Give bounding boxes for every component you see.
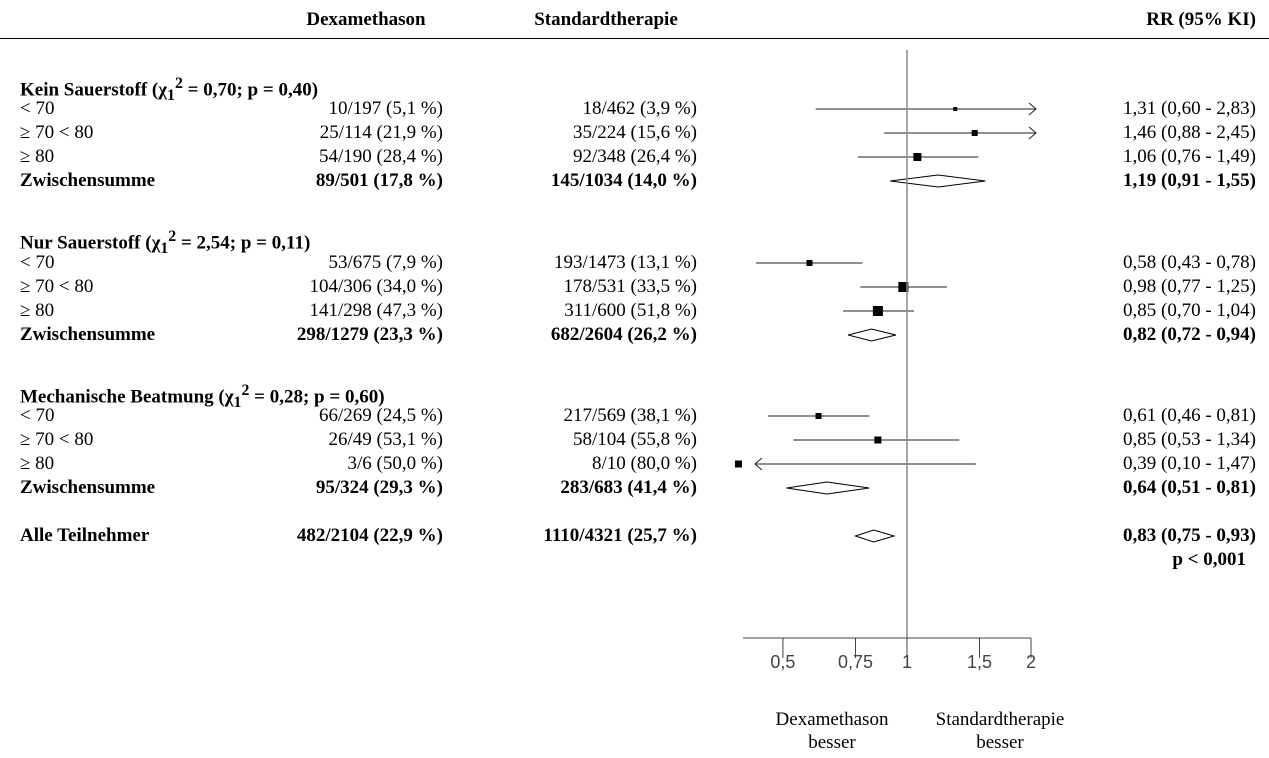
overall-diamond bbox=[853, 529, 896, 543]
group-1-subtotal-label: Zwischensumme bbox=[20, 324, 156, 345]
x-axis-tick-label-0: 0,5 bbox=[770, 652, 795, 672]
group-1-row-0-std: 193/1473 (13,1 %) bbox=[553, 252, 697, 273]
group-0-row-0-arrow-right bbox=[1028, 102, 1037, 116]
x-axis-tick-label-1: 0,75 bbox=[838, 652, 873, 672]
group-2-row-1-point bbox=[874, 436, 882, 444]
overall-rr: 0,83 (0,75 - 0,93) bbox=[1123, 525, 1256, 546]
group-1-row-2-dexa: 141/298 (47,3 %) bbox=[309, 300, 443, 321]
overall-dexa: 482/2104 (22,9 %) bbox=[296, 525, 443, 546]
group-2-row-2-dexa: 3/6 (50,0 %) bbox=[347, 453, 443, 474]
group-1-row-2-std: 311/600 (51,8 %) bbox=[564, 300, 697, 321]
group-2-row-2-arrow-left bbox=[754, 457, 763, 471]
group-1-subtotal-diamond bbox=[848, 328, 897, 342]
group-2-title: Mechanische Beatmung (χ12 = 0,28; p = 0,… bbox=[20, 382, 385, 412]
group-2-subtotal-dexa: 95/324 (29,3 %) bbox=[315, 477, 443, 498]
group-0-row-2-point bbox=[913, 153, 922, 161]
header-rr: RR (95% KI) bbox=[1146, 9, 1256, 30]
group-0-row-1-dexa: 25/114 (21,9 %) bbox=[319, 122, 443, 143]
group-1-row-1-dexa: 104/306 (34,0 %) bbox=[309, 276, 443, 297]
group-1-row-2-label: ≥ 80 bbox=[20, 300, 55, 321]
group-0-row-1-rr: 1,46 (0,88 - 2,45) bbox=[1123, 122, 1256, 143]
group-2-row-0-point bbox=[815, 413, 822, 419]
group-1-row-2-rr: 0,85 (0,70 - 1,04) bbox=[1123, 300, 1256, 321]
group-1-row-1-point bbox=[898, 282, 909, 292]
header-rule bbox=[0, 38, 1269, 39]
group-0-title: Kein Sauerstoff (χ12 = 0,70; p = 0,40) bbox=[20, 75, 319, 105]
group-0-row-1-label: ≥ 70 < 80 bbox=[20, 122, 94, 143]
group-1-row-1-label: ≥ 70 < 80 bbox=[20, 276, 94, 297]
group-2-row-2-rr: 0,39 (0,10 - 1,47) bbox=[1123, 453, 1256, 474]
group-2-subtotal-rr: 0,64 (0,51 - 0,81) bbox=[1123, 477, 1256, 498]
favours-dexamethason-line1: Dexamethason bbox=[775, 709, 889, 730]
group-2-subtotal-std: 283/683 (41,4 %) bbox=[560, 477, 697, 498]
group-2-row-0-label: < 70 bbox=[20, 405, 55, 426]
group-0-subtotal-rr: 1,19 (0,91 - 1,55) bbox=[1123, 170, 1256, 191]
group-0-row-0-rr: 1,31 (0,60 - 2,83) bbox=[1123, 98, 1256, 119]
group-0-row-0-label: < 70 bbox=[20, 98, 55, 119]
overall-p-value: p < 0,001 bbox=[1172, 549, 1246, 570]
group-0-row-2-label: ≥ 80 bbox=[20, 146, 55, 167]
group-0-row-2-rr: 1,06 (0,76 - 1,49) bbox=[1123, 146, 1256, 167]
group-2-row-1-std: 58/104 (55,8 %) bbox=[572, 429, 697, 450]
group-2-row-0-std: 217/569 (38,1 %) bbox=[563, 405, 697, 426]
group-1-row-0-point bbox=[806, 260, 813, 266]
group-0-row-2-std: 92/348 (26,4 %) bbox=[572, 146, 697, 167]
group-0-subtotal-dexa: 89/501 (17,8 %) bbox=[315, 170, 443, 191]
group-1-row-1-rr: 0,98 (0,77 - 1,25) bbox=[1123, 276, 1256, 297]
favours-dexamethason-line2: besser bbox=[808, 732, 856, 753]
x-axis-tick-label-4: 2 bbox=[1026, 652, 1036, 672]
group-2-row-1-label: ≥ 70 < 80 bbox=[20, 429, 94, 450]
group-1-row-0-rr: 0,58 (0,43 - 0,78) bbox=[1123, 252, 1256, 273]
x-axis-tick-label-3: 1,5 bbox=[967, 652, 992, 672]
group-1-row-0-label: < 70 bbox=[20, 252, 55, 273]
group-0-row-2-dexa: 54/190 (28,4 %) bbox=[318, 146, 443, 167]
group-0-row-1-std: 35/224 (15,6 %) bbox=[572, 122, 697, 143]
group-0-subtotal-diamond bbox=[890, 174, 986, 188]
group-2-subtotal-diamond bbox=[786, 481, 870, 495]
group-1-row-0-dexa: 53/675 (7,9 %) bbox=[328, 252, 443, 273]
header-standardtherapie: Standardtherapie bbox=[534, 9, 678, 30]
group-1-row-2-point bbox=[872, 306, 883, 316]
group-0-row-0-point bbox=[953, 107, 958, 111]
group-0-subtotal-std: 145/1034 (14,0 %) bbox=[550, 170, 697, 191]
group-0-row-0-std: 18/462 (3,9 %) bbox=[582, 98, 697, 119]
group-2-row-2-point bbox=[734, 460, 742, 468]
group-2-row-2-std: 8/10 (80,0 %) bbox=[591, 453, 697, 474]
group-1-row-1-std: 178/531 (33,5 %) bbox=[563, 276, 697, 297]
group-1-subtotal-dexa: 298/1279 (23,3 %) bbox=[296, 324, 443, 345]
favours-standard-line1: Standardtherapie bbox=[935, 709, 1065, 730]
header-dexamethason: Dexamethason bbox=[306, 9, 426, 30]
overall-label: Alle Teilnehmer bbox=[20, 525, 150, 546]
group-1-subtotal-rr: 0,82 (0,72 - 0,94) bbox=[1123, 324, 1256, 345]
x-axis-tick-label-2: 1 bbox=[902, 652, 912, 672]
favours-standard-line2: besser bbox=[976, 732, 1024, 753]
group-1-subtotal-std: 682/2604 (26,2 %) bbox=[550, 324, 697, 345]
overall-std: 1110/4321 (25,7 %) bbox=[543, 525, 697, 546]
group-1-title: Nur Sauerstoff (χ12 = 2,54; p = 0,11) bbox=[20, 228, 311, 258]
group-2-row-2-label: ≥ 80 bbox=[20, 453, 55, 474]
group-0-subtotal-label: Zwischensumme bbox=[20, 170, 156, 191]
group-0-row-0-dexa: 10/197 (5,1 %) bbox=[328, 98, 443, 119]
group-2-row-1-rr: 0,85 (0,53 - 1,34) bbox=[1123, 429, 1256, 450]
group-0-row-1-arrow-right bbox=[1028, 126, 1037, 140]
group-2-row-1-dexa: 26/49 (53,1 %) bbox=[328, 429, 443, 450]
group-0-row-1-point bbox=[971, 130, 978, 136]
group-2-subtotal-label: Zwischensumme bbox=[20, 477, 156, 498]
group-2-row-0-rr: 0,61 (0,46 - 0,81) bbox=[1123, 405, 1256, 426]
group-2-row-0-dexa: 66/269 (24,5 %) bbox=[318, 405, 443, 426]
